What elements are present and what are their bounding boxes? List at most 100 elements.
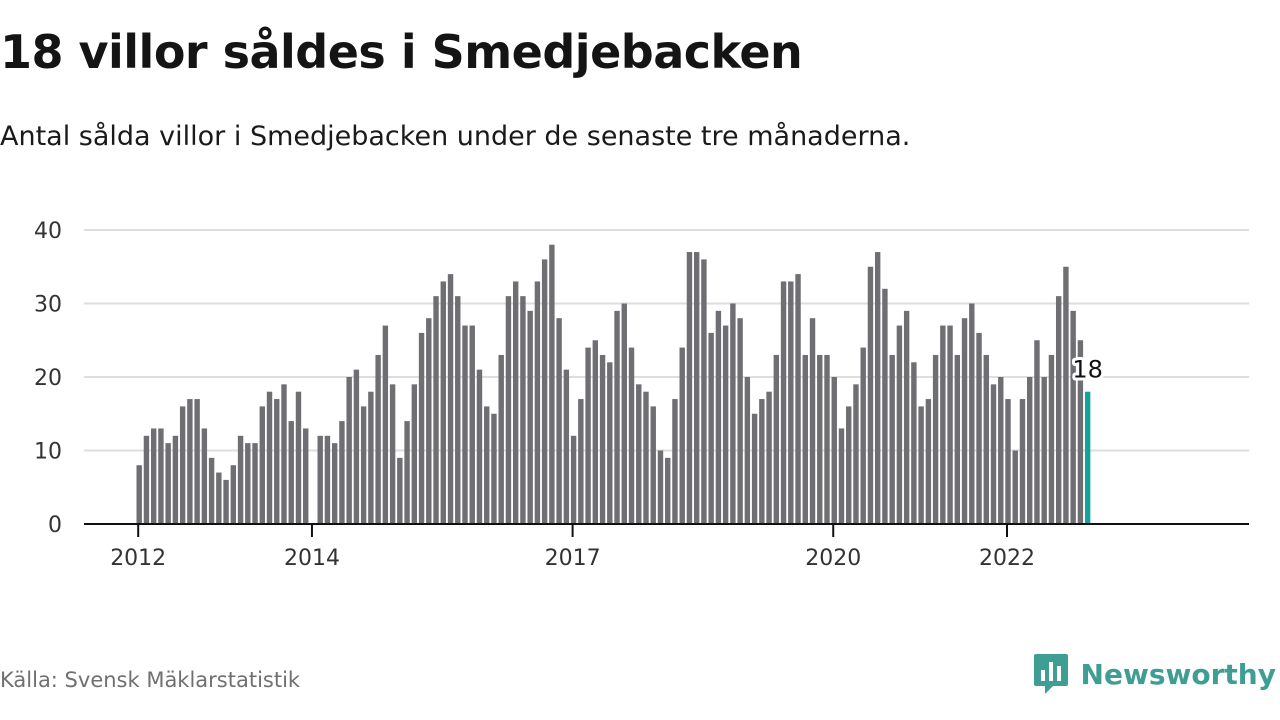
bar	[751, 413, 758, 524]
bar	[809, 318, 816, 524]
bar	[462, 325, 468, 524]
bar	[628, 347, 635, 524]
bar	[1041, 377, 1047, 524]
bar	[303, 428, 309, 524]
y-tick-label: 40	[34, 219, 62, 244]
bar	[744, 377, 751, 524]
bar	[896, 325, 903, 524]
bar	[911, 362, 917, 524]
bar	[143, 435, 150, 524]
bar	[288, 421, 294, 524]
bar	[940, 325, 946, 524]
bar	[643, 391, 649, 524]
bar	[389, 384, 396, 524]
bar	[534, 281, 541, 524]
bar	[266, 391, 273, 524]
bar	[136, 465, 142, 524]
bar	[455, 296, 461, 524]
bar	[599, 354, 606, 524]
bar	[317, 435, 323, 524]
bar	[491, 413, 497, 524]
y-axis-ticks: 0 10 20 30 40	[34, 219, 62, 538]
bar	[1034, 340, 1040, 524]
x-tick-label: 2022	[979, 546, 1035, 571]
bar	[701, 259, 707, 524]
bar	[563, 369, 570, 524]
bar	[216, 472, 222, 524]
bars	[136, 244, 1091, 525]
bar	[665, 457, 671, 524]
bar	[230, 465, 237, 524]
bar	[426, 318, 432, 524]
bar	[187, 399, 193, 524]
bar	[1063, 266, 1069, 524]
bar	[585, 347, 591, 524]
bar	[208, 457, 215, 524]
bar	[353, 369, 360, 524]
bar	[295, 391, 302, 524]
bar	[570, 435, 577, 524]
bar	[1077, 340, 1084, 524]
bar	[846, 406, 852, 524]
bar	[802, 354, 808, 524]
bar	[498, 354, 504, 524]
bar	[679, 347, 685, 524]
bar	[788, 281, 794, 524]
y-tick-label: 30	[34, 293, 62, 318]
bar	[418, 332, 425, 524]
bar	[324, 435, 331, 524]
bar	[795, 274, 801, 524]
bar	[715, 310, 722, 524]
bar	[556, 318, 562, 524]
bar	[469, 325, 475, 524]
highlight-value-label: 18	[1072, 356, 1103, 384]
bar	[1055, 296, 1062, 524]
bar	[990, 384, 997, 524]
bar	[722, 325, 729, 524]
bar	[274, 399, 280, 524]
bar	[730, 303, 736, 524]
bar	[578, 399, 584, 524]
bar	[252, 443, 258, 524]
bar-chart: 0 10 20 30 40 2012 2014 2017 2020 2022 18	[34, 219, 1249, 571]
bar	[592, 340, 599, 524]
x-tick-label: 2017	[545, 546, 601, 571]
bar	[259, 406, 265, 524]
bar	[947, 325, 953, 524]
bar	[998, 377, 1004, 524]
bar	[172, 435, 179, 524]
bar	[737, 318, 743, 524]
bar	[708, 332, 714, 524]
bar	[201, 428, 208, 524]
bar	[954, 354, 961, 524]
bar	[925, 399, 932, 524]
bar	[281, 384, 287, 524]
brand-name: Newsworthy	[1080, 657, 1276, 691]
bar	[339, 421, 345, 524]
bar	[693, 252, 700, 525]
bar	[360, 406, 367, 524]
bar	[194, 399, 200, 524]
bar	[824, 354, 830, 524]
bar	[223, 479, 229, 524]
bar	[158, 428, 164, 524]
bar	[476, 369, 483, 524]
bar	[621, 303, 627, 524]
source-note: Källa: Svensk Mäklarstatistik	[0, 668, 301, 692]
bar	[484, 406, 490, 524]
bar-highlight	[1084, 391, 1091, 524]
bar	[817, 354, 823, 524]
bar	[1070, 310, 1076, 524]
x-axis-ticks: 2012 2014 2017 2020 2022	[110, 524, 1035, 571]
bar	[932, 354, 939, 524]
bar	[520, 296, 526, 524]
bar	[860, 347, 866, 524]
bar	[375, 354, 381, 524]
bar	[1019, 399, 1026, 524]
bar	[889, 354, 895, 524]
bar	[1048, 354, 1055, 524]
bar	[331, 443, 338, 524]
bar	[780, 281, 787, 524]
bar	[657, 450, 664, 524]
bar	[179, 406, 186, 524]
